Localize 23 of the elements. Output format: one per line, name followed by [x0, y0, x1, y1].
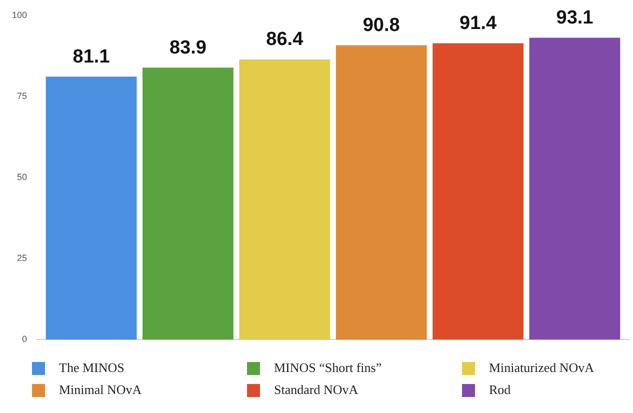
- bar: [336, 45, 427, 340]
- data-label: 91.4: [460, 13, 497, 34]
- legend-label: The MINOS: [59, 360, 124, 376]
- legend-label: Rod: [489, 382, 511, 398]
- data-label: 90.8: [362, 14, 400, 36]
- bar: [239, 59, 330, 340]
- y-tick-label: 100: [12, 10, 28, 20]
- legend-label: Miniaturized NOvA: [489, 360, 594, 376]
- bar: [142, 68, 234, 340]
- legend-label: Standard NOvA: [274, 382, 358, 398]
- y-tick-label: 0: [22, 334, 28, 344]
- bar: [46, 76, 137, 340]
- data-label: 93.1: [556, 8, 594, 29]
- data-label: 81.1: [72, 46, 110, 68]
- data-label: 86.4: [266, 29, 304, 50]
- legend-label: Minimal NOvA: [59, 382, 142, 398]
- bar: [432, 43, 524, 340]
- legend-label: MINOS “Short fins”: [274, 360, 382, 376]
- data-label: 83.9: [169, 37, 206, 58]
- y-tick-label: 25: [17, 253, 28, 264]
- y-tick-label: 50: [17, 172, 28, 182]
- y-tick-label: 75: [17, 90, 28, 101]
- bar: [529, 38, 620, 340]
